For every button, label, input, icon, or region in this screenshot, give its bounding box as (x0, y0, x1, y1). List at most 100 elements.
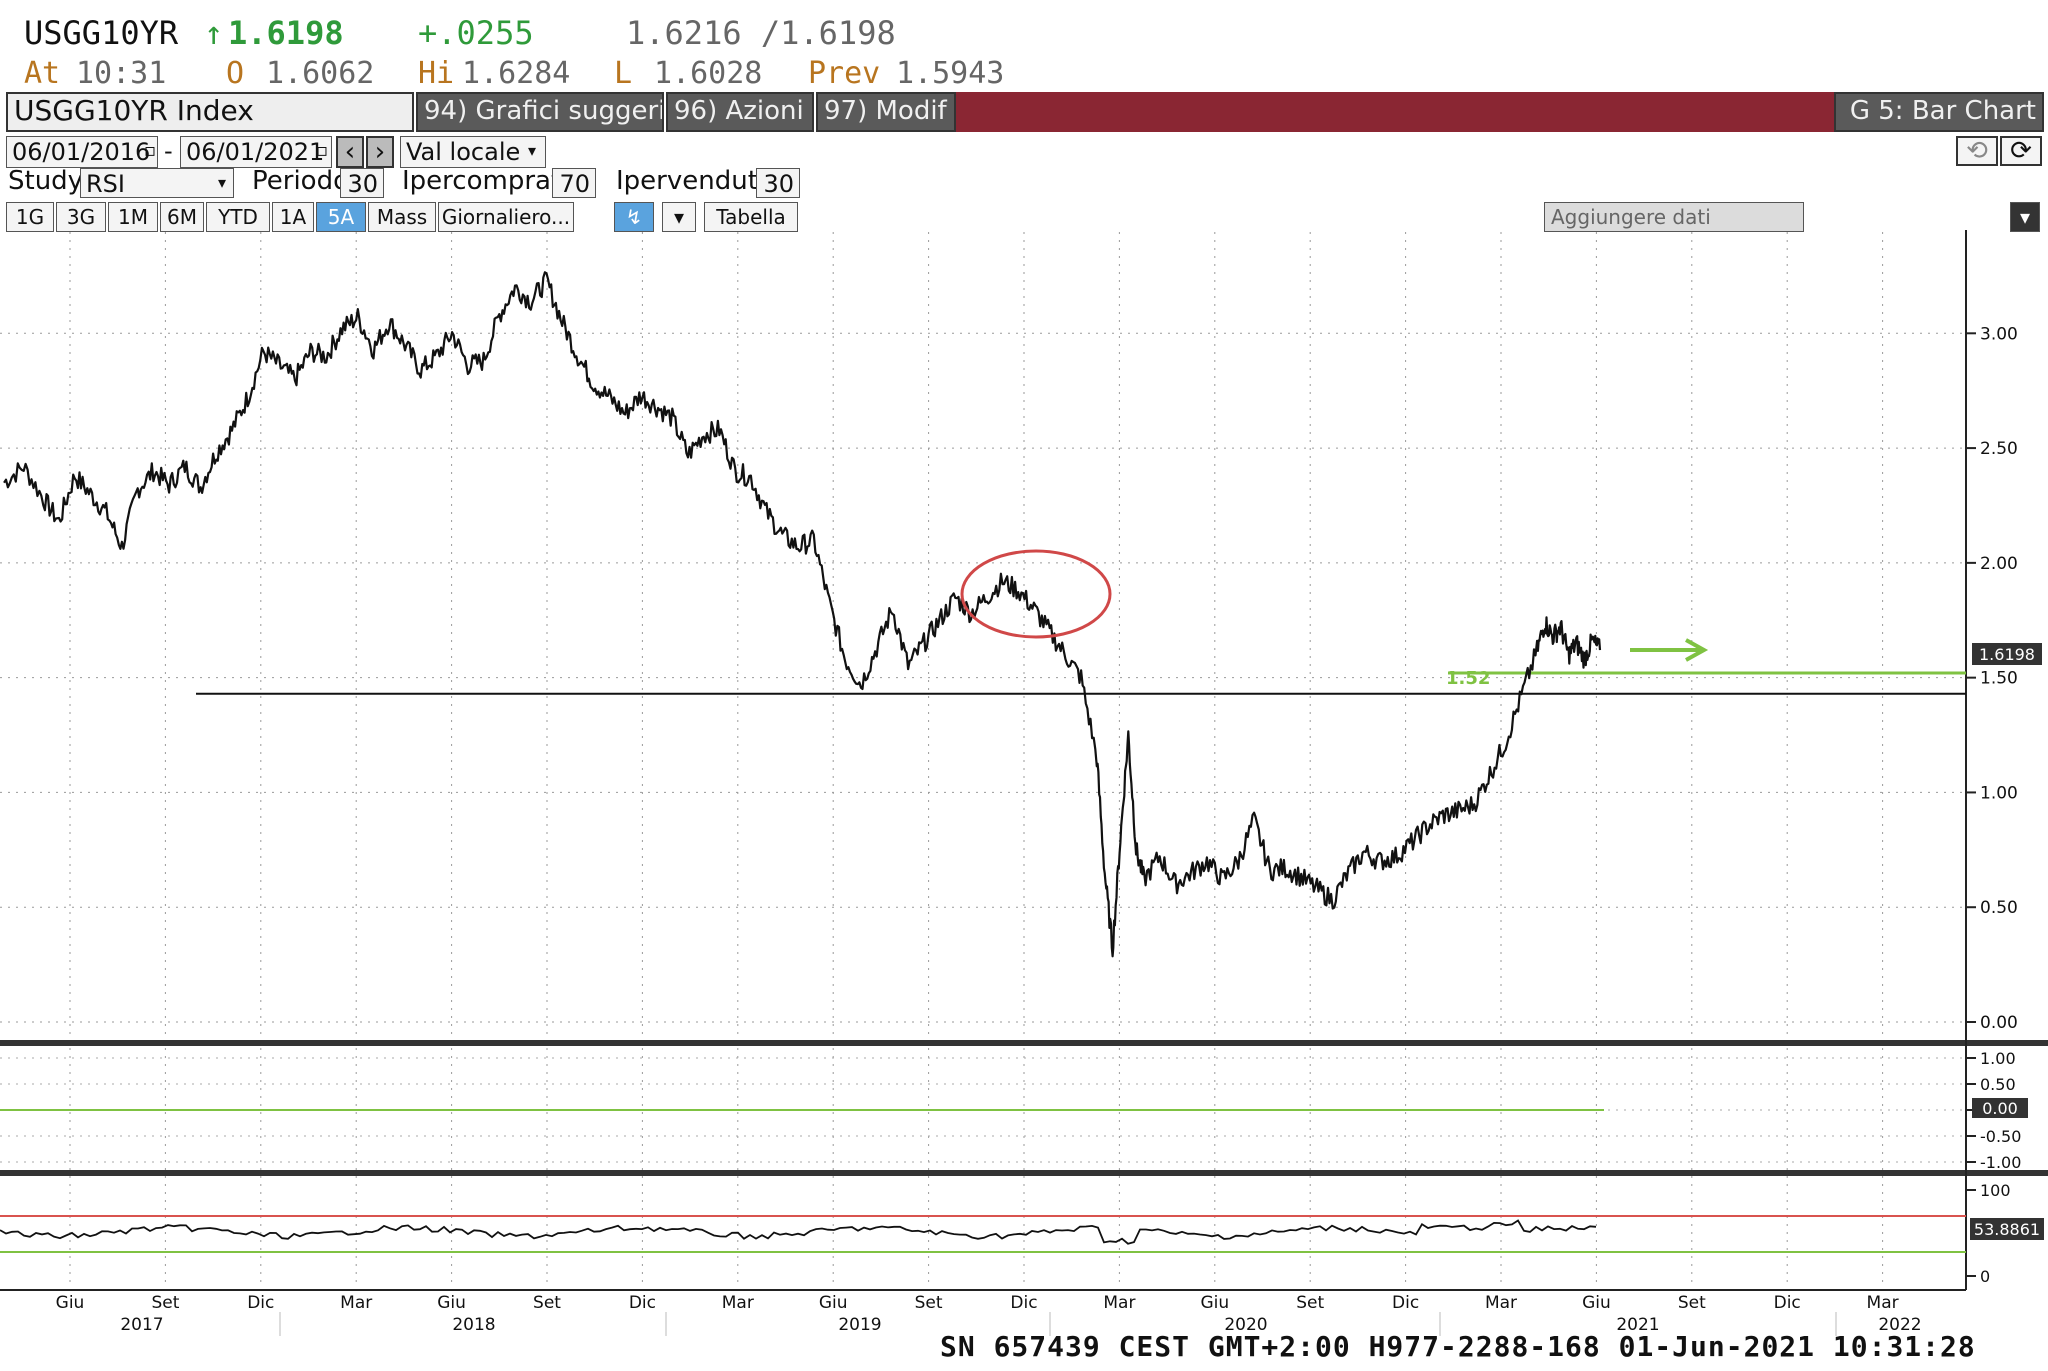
x-month-label: Giu (56, 1293, 85, 1313)
range-3g[interactable]: 3G (56, 202, 106, 232)
x-month-label: Dic (1774, 1293, 1801, 1313)
rsi-series-line (0, 1219, 1597, 1245)
rsi-y-tick-label: 0 (1980, 1267, 1990, 1286)
frequency-select[interactable]: Giornaliero... (438, 202, 574, 232)
support-label: 1.52 (1446, 668, 1490, 689)
x-month-label: Mar (722, 1293, 754, 1313)
x-month-label: Set (1678, 1293, 1706, 1313)
security-field[interactable]: USGG10YR Index (6, 92, 414, 132)
range-ytd[interactable]: YTD (206, 202, 270, 232)
range-6m[interactable]: 6M (160, 202, 204, 232)
study-select[interactable]: RSI (80, 168, 234, 198)
chart-style-dropdown[interactable]: ▾ (662, 202, 696, 232)
end-date-field[interactable]: 06/01/2021 (180, 136, 332, 168)
last-value-label: 1.6198 (1979, 645, 2035, 664)
date-separator: - (164, 137, 173, 165)
panel-separators (0, 230, 2048, 1291)
footer-stamp: SN 657439 CEST GMT+2:00 H977-2288-168 01… (940, 1330, 1976, 1363)
rsi-y-tick-label: 100 (1980, 1181, 2011, 1200)
x-month-label: Mar (1867, 1293, 1899, 1313)
highlight-ellipse (960, 549, 1112, 639)
calendar-icon[interactable]: ▫ (316, 140, 329, 161)
x-month-label: Dic (629, 1293, 656, 1313)
low-label: L (614, 56, 633, 91)
overbought-label: Ipercomprato (402, 166, 578, 196)
up-arrow-icon: ↑ (204, 14, 224, 52)
add-data-field[interactable]: Aggiungere dati (1544, 202, 1804, 232)
period-input[interactable]: 30 (340, 168, 384, 198)
overbought-input[interactable]: 70 (552, 168, 596, 198)
bid-ask: 1.6216 /1.6198 (626, 14, 896, 52)
ticker: USGG10YR (24, 14, 179, 52)
x-month-label: Mar (340, 1293, 372, 1313)
prev-value: 1.5943 (896, 56, 1005, 91)
osc-y-tick-label: 1.00 (1980, 1049, 2016, 1068)
y-tick-label: 2.50 (1980, 439, 2018, 459)
x-month-label: Giu (819, 1293, 848, 1313)
prev-label: Prev (808, 56, 881, 91)
title-bar-accent (956, 92, 1834, 132)
x-month-label: Giu (1582, 1293, 1611, 1313)
range-5a[interactable]: 5A (316, 202, 366, 232)
range-1g[interactable]: 1G (6, 202, 54, 232)
refresh-button[interactable]: ⟳ (2000, 136, 2042, 166)
x-year-label: 2019 (838, 1315, 881, 1335)
y-tick-label: 0.50 (1980, 898, 2018, 918)
x-month-label: Dic (247, 1293, 274, 1313)
period-label: Periodo (252, 166, 349, 196)
x-month-label: Dic (1010, 1293, 1037, 1313)
chevron-down-icon[interactable]: ▾ (528, 141, 537, 160)
gridlines (0, 232, 1964, 1288)
price-change: +.0255 (418, 14, 534, 52)
study-label: Study (8, 166, 84, 196)
x-year-label: 2018 (452, 1315, 495, 1335)
chart-style-button[interactable]: ↯ (614, 202, 654, 232)
x-month-label: Dic (1392, 1293, 1419, 1313)
calendar-icon[interactable]: ▫ (144, 140, 157, 161)
open-label: O (226, 56, 245, 91)
chart-name[interactable]: G 5: Bar Chart (1834, 92, 2044, 132)
x-month-label: Set (151, 1293, 179, 1313)
open-value: 1.6062 (266, 56, 375, 91)
undo-button[interactable]: ⟲ (1956, 136, 1998, 166)
x-month-label: Mar (1103, 1293, 1135, 1313)
y-tick-label: 1.50 (1980, 669, 2018, 689)
prev-period-button[interactable]: ‹ (336, 136, 364, 168)
y-tick-label: 1.00 (1980, 783, 2018, 803)
range-1m[interactable]: 1M (108, 202, 158, 232)
x-year-label: 2020 (1224, 1315, 1267, 1335)
panel-menu-button[interactable]: ▾ (2010, 202, 2040, 232)
last-price: 1.6198 (228, 14, 344, 52)
x-year-label: 2017 (120, 1315, 163, 1335)
right-arrow-icon (1630, 638, 1709, 662)
x-month-label: Set (533, 1293, 561, 1313)
x-month-label: Giu (1200, 1293, 1229, 1313)
rsi-last-badge: 53.8861 (1970, 1218, 2044, 1240)
range-max[interactable]: Mass (368, 202, 436, 232)
oversold-input[interactable]: 30 (756, 168, 800, 198)
at-label: At (24, 56, 61, 91)
x-month-label: Set (1296, 1293, 1324, 1313)
start-date-field[interactable]: 06/01/2016 (6, 136, 158, 168)
x-month-label: Mar (1485, 1293, 1517, 1313)
currency-select[interactable]: Val locale (400, 136, 546, 168)
y-tick-label: 2.00 (1980, 554, 2018, 574)
x-year-label: 2022 (1878, 1315, 1921, 1335)
osc-y-tick-label: 0.50 (1980, 1075, 2016, 1094)
range-1a[interactable]: 1A (272, 202, 314, 232)
y-tick-label: 3.00 (1980, 324, 2018, 344)
x-year-label: 2021 (1616, 1315, 1659, 1335)
actions-menu[interactable]: 96) Azioni ▾ (666, 92, 814, 132)
high-value: 1.6284 (462, 56, 571, 91)
oversold-label: Ipervenduto (616, 166, 774, 196)
suggested-charts-button[interactable]: 94) Grafici suggeriti (416, 92, 664, 132)
table-button[interactable]: Tabella (704, 202, 798, 232)
osc-last-badge: 0.00 (1972, 1098, 2028, 1118)
edit-menu[interactable]: 97) Modif ▾ (816, 92, 956, 132)
x-month-label: Giu (437, 1293, 466, 1313)
price-series-line (3, 271, 1602, 958)
next-period-button[interactable]: › (366, 136, 394, 168)
x-month-label: Set (915, 1293, 943, 1313)
quote-time: 10:31 (76, 56, 167, 91)
chevron-down-icon[interactable]: ▾ (218, 173, 227, 192)
